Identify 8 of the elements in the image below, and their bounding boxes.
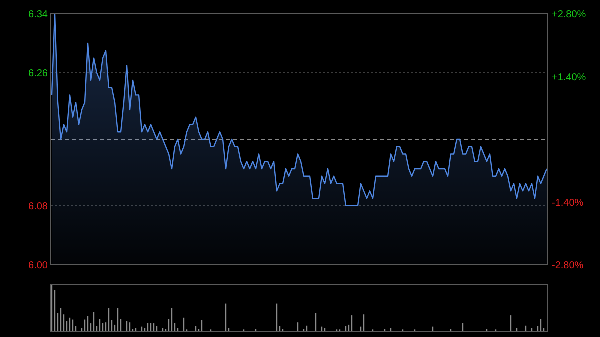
y2-tick-label: -2.80% [552,260,584,272]
y-tick-label: 6.00 [28,260,48,272]
y2-tick-label: +2.80% [552,10,586,20]
y-tick-label: 6.26 [28,68,48,80]
y-tick-label: 6.34 [28,10,48,20]
y2-tick-label: +1.40% [552,72,586,84]
y2-tick-label: -1.40% [552,198,584,209]
y-tick-label: 6.08 [28,201,48,212]
